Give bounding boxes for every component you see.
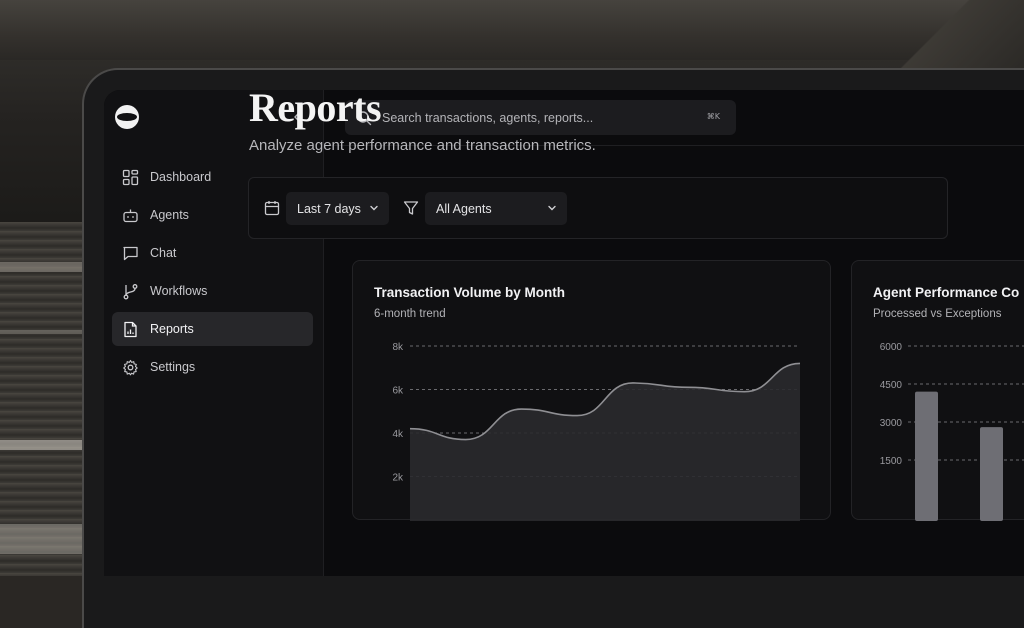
sidebar-item-label: Workflows — [150, 284, 207, 298]
sidebar: Dashboard Agents Chat Workflows Reports — [104, 90, 324, 576]
sidebar-item-label: Agents — [150, 208, 189, 222]
y-tick-label: 6000 — [880, 342, 903, 353]
sidebar-item-label: Chat — [150, 246, 176, 260]
agent-performance-card: Agent Performance Co Processed vs Except… — [851, 260, 1024, 520]
date-range-value: Last 7 days — [297, 202, 361, 216]
light-strip — [0, 262, 84, 272]
page-subtitle: Analyze agent performance and transactio… — [249, 137, 596, 154]
agent-select[interactable]: All Agents — [425, 192, 567, 225]
filter-icon — [403, 200, 419, 216]
page-title: Reports — [249, 84, 381, 131]
search-input[interactable] — [382, 111, 702, 125]
ceiling-corner — [884, 0, 1024, 70]
sidebar-item-label: Reports — [150, 322, 194, 336]
app-logo — [115, 105, 139, 129]
light-strip — [0, 524, 84, 554]
sidebar-item-settings[interactable]: Settings — [112, 350, 313, 384]
bot-icon — [122, 207, 139, 224]
y-tick-label: 4500 — [880, 380, 903, 391]
chevron-down-icon — [546, 202, 558, 214]
y-tick-label: 8k — [392, 342, 404, 353]
sidebar-item-workflows[interactable]: Workflows — [112, 274, 313, 308]
y-tick-label: 3000 — [880, 418, 903, 429]
ceiling-beam — [0, 0, 1024, 60]
search-box[interactable]: ⌘K — [345, 100, 736, 135]
sidebar-item-label: Settings — [150, 360, 195, 374]
gear-icon — [122, 359, 139, 376]
y-tick-label: 4k — [392, 429, 404, 440]
bar — [980, 427, 1003, 521]
transaction-volume-chart: 8k 6k 4k 2k — [353, 261, 832, 521]
filter-bar: Last 7 days All Agents — [248, 177, 948, 239]
agent-value: All Agents — [436, 202, 492, 216]
file-chart-icon — [122, 321, 139, 338]
date-range-select[interactable]: Last 7 days — [286, 192, 389, 225]
y-tick-label: 2k — [392, 473, 404, 484]
y-tick-label: 1500 — [880, 456, 903, 467]
chat-icon — [122, 245, 139, 262]
chevron-down-icon — [368, 202, 380, 214]
transaction-volume-card: Transaction Volume by Month 6-month tren… — [352, 260, 831, 520]
agent-performance-chart: 6000 4500 3000 1500 — [852, 261, 1024, 521]
sidebar-item-chat[interactable]: Chat — [112, 236, 313, 270]
light-strip — [0, 330, 84, 334]
area-fill — [410, 363, 800, 521]
sidebar-item-label: Dashboard — [150, 170, 211, 184]
y-tick-label: 6k — [392, 386, 404, 397]
bar — [915, 392, 938, 521]
window-shutter — [0, 222, 84, 576]
calendar-icon — [264, 200, 280, 216]
grid-icon — [122, 169, 139, 186]
git-branch-icon — [122, 283, 139, 300]
keyboard-shortcut: ⌘K — [707, 112, 720, 121]
light-strip — [0, 440, 84, 450]
sidebar-item-reports[interactable]: Reports — [112, 312, 313, 346]
